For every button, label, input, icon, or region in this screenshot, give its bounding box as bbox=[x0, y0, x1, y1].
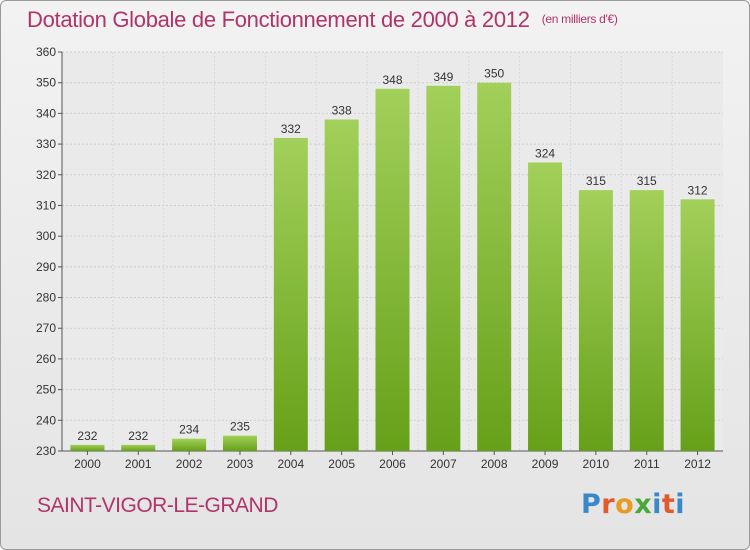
x-tick-label: 2002 bbox=[176, 457, 203, 471]
labels: 232 2000 232 2001 234 2002 235 2003 332 2004 338 20… bbox=[74, 67, 711, 471]
y-tick-label: 320 bbox=[36, 168, 56, 182]
data-label: 232 bbox=[128, 429, 148, 443]
x-tick-label: 2006 bbox=[379, 457, 406, 471]
bar bbox=[222, 435, 257, 451]
bars bbox=[70, 82, 715, 452]
x-tick-label: 2011 bbox=[634, 457, 660, 471]
y-tick-label: 260 bbox=[36, 352, 56, 366]
y-tick-label: 330 bbox=[36, 137, 56, 151]
bar bbox=[70, 444, 105, 451]
bar bbox=[121, 444, 156, 451]
data-label: 315 bbox=[637, 174, 657, 188]
x-tick-label: 2000 bbox=[74, 457, 101, 471]
bar bbox=[273, 137, 308, 451]
bar bbox=[477, 82, 512, 451]
town-name: SAINT-VIGOR-LE-GRAND bbox=[37, 494, 278, 517]
y-tick-label: 270 bbox=[36, 321, 56, 335]
y-tick-label: 360 bbox=[36, 45, 56, 59]
y-tick-label: 340 bbox=[36, 106, 56, 120]
data-label: 235 bbox=[230, 420, 250, 434]
x-tick-label: 2012 bbox=[684, 457, 711, 471]
y-tick-label: 290 bbox=[36, 260, 56, 274]
x-tick-label: 2005 bbox=[328, 457, 355, 471]
y-tick-label: 230 bbox=[36, 444, 56, 458]
bar bbox=[629, 190, 664, 451]
data-label: 338 bbox=[332, 104, 352, 118]
chart-unit: (en milliers d'€) bbox=[541, 12, 618, 26]
bar bbox=[426, 85, 461, 451]
bar bbox=[172, 438, 207, 451]
data-label: 315 bbox=[586, 174, 606, 188]
data-label: 332 bbox=[281, 122, 301, 136]
chart-title-text: Dotation Globale de Fonctionnement de 20… bbox=[27, 7, 530, 32]
data-label: 348 bbox=[382, 73, 402, 87]
x-tick-label: 2007 bbox=[430, 457, 457, 471]
x-tick-label: 2010 bbox=[583, 457, 610, 471]
y-tick-label: 350 bbox=[36, 76, 56, 90]
x-tick-label: 2004 bbox=[277, 457, 304, 471]
data-label: 350 bbox=[484, 67, 504, 81]
data-label: 312 bbox=[688, 183, 708, 197]
x-tick-label: 2003 bbox=[227, 457, 254, 471]
data-label: 324 bbox=[535, 146, 555, 160]
bar bbox=[375, 88, 410, 451]
y-tick-label: 310 bbox=[36, 198, 56, 212]
bar bbox=[324, 119, 359, 452]
y-tick-label: 250 bbox=[36, 383, 56, 397]
x-tick-label: 2008 bbox=[481, 457, 508, 471]
y-tick-label: 280 bbox=[36, 291, 56, 305]
bar bbox=[528, 162, 563, 451]
x-tick-label: 2009 bbox=[532, 457, 559, 471]
bar bbox=[680, 199, 715, 451]
y-tick-label: 300 bbox=[36, 229, 56, 243]
chart-title: Dotation Globale de Fonctionnement de 20… bbox=[27, 7, 618, 33]
data-label: 232 bbox=[77, 429, 97, 443]
bar bbox=[578, 190, 613, 451]
data-label: 349 bbox=[433, 70, 453, 84]
y-tick-label: 240 bbox=[36, 413, 56, 427]
data-label: 234 bbox=[179, 423, 199, 437]
proxiti-logo: Proxiti bbox=[581, 489, 686, 520]
x-tick-label: 2001 bbox=[125, 457, 152, 471]
